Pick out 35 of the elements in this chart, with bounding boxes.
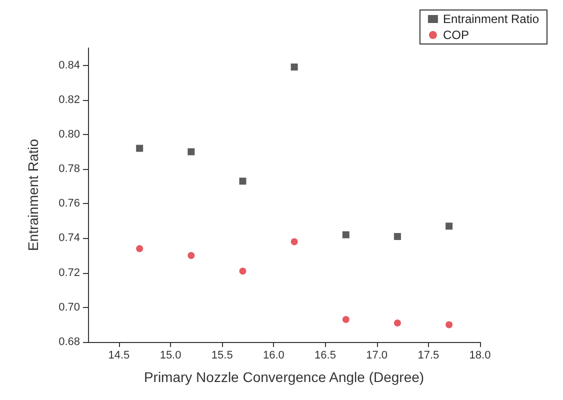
point — [446, 222, 453, 230]
y-tick-label: 0.82 — [58, 94, 80, 106]
y-tick-label: 0.80 — [58, 128, 80, 140]
y-tick-label: 0.74 — [58, 232, 80, 244]
point — [290, 64, 298, 71]
x-tick-label: 18.0 — [469, 350, 491, 362]
point — [239, 268, 246, 275]
point — [394, 319, 401, 326]
point — [342, 316, 350, 324]
x-tick-label: 17.0 — [366, 350, 388, 362]
x-axis-title: Primary Nozzle Convergence Angle (Degree) — [144, 369, 424, 385]
point — [136, 245, 144, 252]
point — [239, 178, 246, 185]
x-tick-label: 14.5 — [108, 350, 130, 362]
x-tick-label: 15.0 — [160, 350, 182, 362]
point — [188, 252, 195, 260]
y-tick-label: 0.76 — [58, 198, 80, 210]
x-tick-label: 16.5 — [314, 350, 336, 362]
point — [290, 238, 298, 246]
y-tick-label: 0.70 — [58, 301, 80, 314]
legend-label: COP — [442, 28, 469, 42]
point — [342, 231, 350, 238]
y-tick-label: 0.78 — [58, 163, 80, 176]
y-tick-label: 0.84 — [58, 59, 80, 72]
x-tick-label: 16.0 — [262, 350, 284, 362]
legend-label: Entrainment Ratio — [442, 12, 540, 26]
y-axis-title: Entrainment Ratio — [25, 138, 41, 252]
x-tick-label: 17.5 — [418, 350, 440, 362]
y-tick-label: 0.72 — [58, 266, 80, 279]
point — [394, 233, 401, 240]
point — [136, 144, 144, 152]
point — [188, 148, 195, 156]
point — [446, 321, 453, 328]
y-tick-label: 0.68 — [58, 336, 80, 348]
x-tick-label: 15.5 — [211, 350, 233, 362]
